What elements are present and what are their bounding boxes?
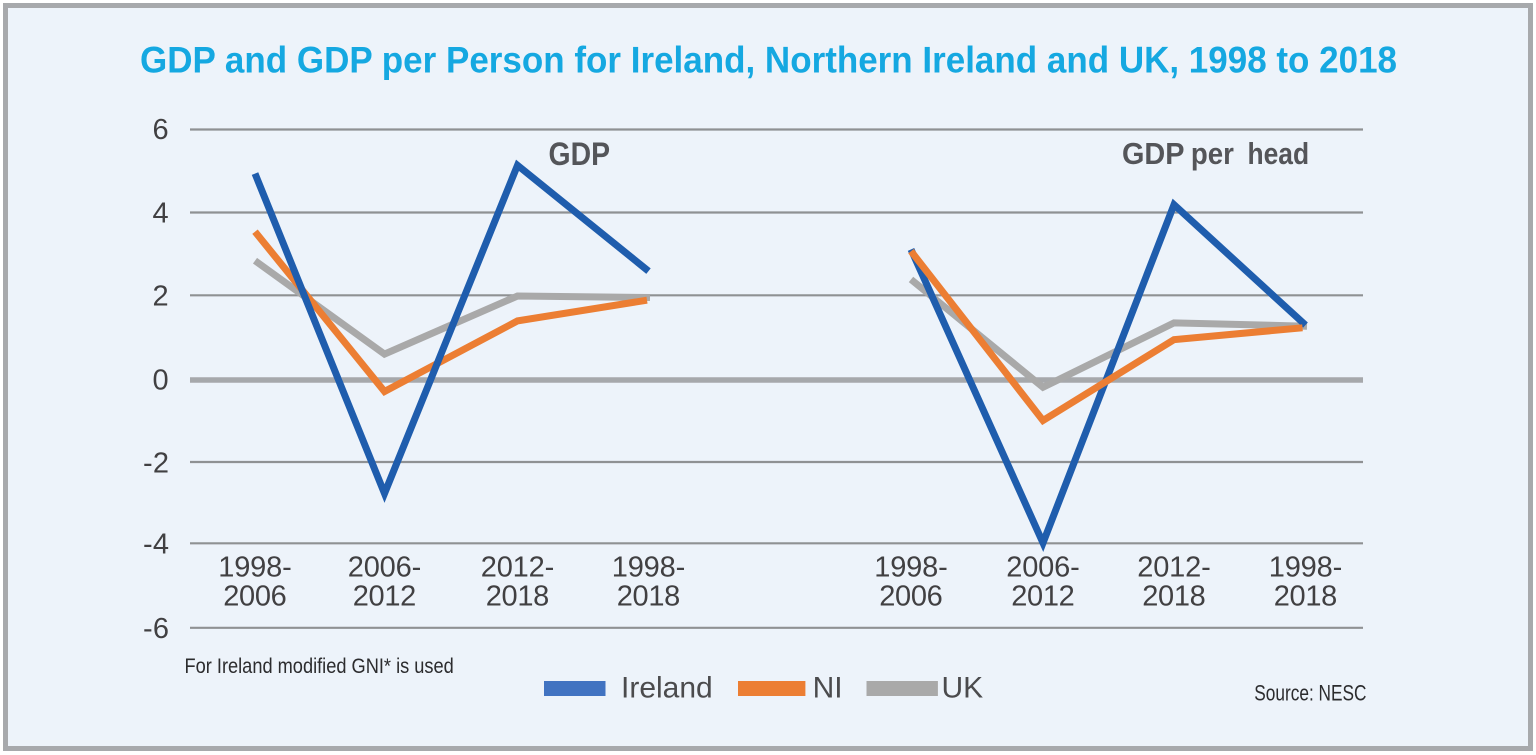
svg-text:NI: NI bbox=[813, 672, 843, 705]
svg-text:2006-: 2006- bbox=[1006, 552, 1080, 584]
svg-text:2012-: 2012- bbox=[481, 552, 555, 584]
svg-text:-2: -2 bbox=[143, 447, 169, 479]
svg-text:UK: UK bbox=[942, 672, 984, 705]
svg-text:2012: 2012 bbox=[1011, 580, 1075, 612]
svg-text:GDP and GDP per Person for Ire: GDP and GDP per Person for Ireland, Nort… bbox=[140, 39, 1397, 81]
svg-text:0: 0 bbox=[153, 364, 169, 396]
svg-text:GDP: GDP bbox=[1122, 136, 1185, 171]
svg-text:Ireland: Ireland bbox=[621, 672, 713, 705]
svg-text:2006: 2006 bbox=[879, 580, 943, 612]
svg-text:2006-: 2006- bbox=[348, 552, 422, 584]
svg-text:2018: 2018 bbox=[486, 580, 550, 612]
svg-text:2018: 2018 bbox=[1274, 580, 1338, 612]
svg-text:GDP: GDP bbox=[549, 136, 611, 172]
svg-text:2006: 2006 bbox=[223, 580, 287, 612]
svg-text:1998-: 1998- bbox=[612, 552, 686, 584]
svg-text:2012: 2012 bbox=[353, 580, 417, 612]
svg-text:1998-: 1998- bbox=[874, 552, 948, 584]
svg-text:2: 2 bbox=[153, 281, 169, 313]
svg-text:-6: -6 bbox=[143, 613, 169, 645]
svg-text:2012-: 2012- bbox=[1137, 552, 1211, 584]
svg-text:per: per bbox=[1191, 136, 1234, 171]
svg-text:Source: NESC: Source: NESC bbox=[1254, 681, 1366, 706]
svg-text:2018: 2018 bbox=[617, 580, 681, 612]
svg-text:2018: 2018 bbox=[1142, 580, 1206, 612]
svg-text:head: head bbox=[1248, 136, 1310, 171]
svg-text:1998-: 1998- bbox=[1269, 552, 1343, 584]
svg-text:4: 4 bbox=[153, 198, 169, 230]
svg-text:1998-: 1998- bbox=[218, 552, 292, 584]
svg-text:For Ireland modified GNI* is u: For Ireland modified GNI* is used bbox=[185, 654, 454, 678]
svg-text:6: 6 bbox=[153, 114, 169, 146]
svg-text:-4: -4 bbox=[143, 529, 169, 561]
